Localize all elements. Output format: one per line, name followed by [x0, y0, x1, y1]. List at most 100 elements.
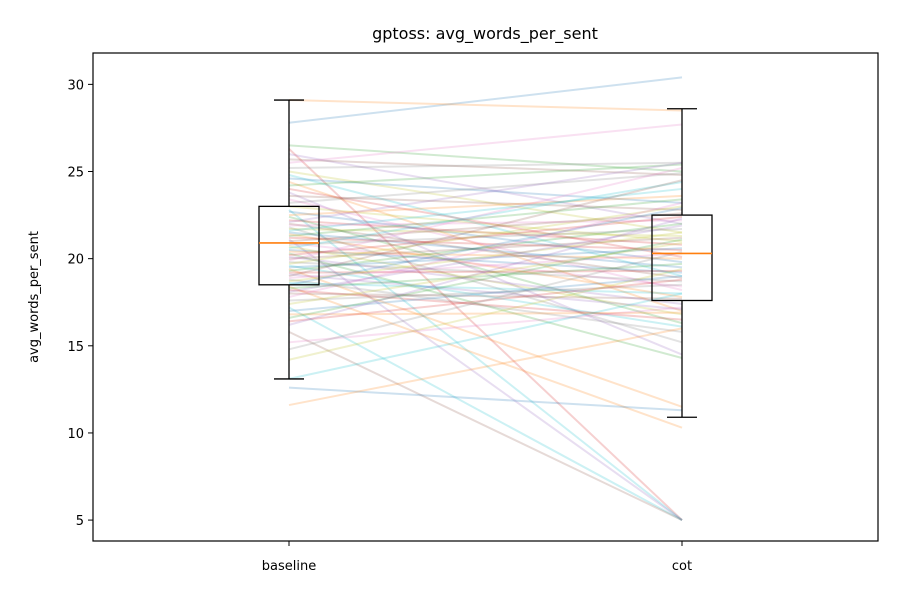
pair-line [288, 217, 683, 326]
pair-line [288, 264, 683, 328]
pair-line [288, 210, 683, 264]
y-tick-label: 15 [67, 340, 84, 355]
pair-line [288, 99, 683, 112]
pair-line [288, 231, 683, 283]
pair-line [288, 181, 683, 312]
y-tick-label: 30 [67, 78, 84, 93]
pair-line [288, 191, 683, 356]
pair-line [288, 209, 683, 521]
x-axis: baseline cot [262, 541, 692, 574]
pair-line [288, 172, 683, 204]
pair-line [288, 212, 683, 243]
pair-line [288, 163, 683, 187]
pair-line [288, 250, 683, 260]
pair-line [288, 207, 683, 286]
pair-line [288, 306, 683, 521]
y-tick-label: 5 [76, 514, 84, 529]
pair-line [288, 268, 683, 408]
pair-line [288, 330, 683, 521]
y-axis-label: avg_words_per_sent [27, 231, 42, 363]
pair-line [288, 283, 683, 302]
pair-line [288, 158, 683, 176]
pair-line [288, 205, 683, 243]
pair-line [288, 144, 683, 173]
pair-line [288, 327, 683, 407]
pair-line [288, 268, 683, 361]
pair-line [288, 219, 683, 246]
pair-line [288, 215, 683, 257]
pair-line [288, 238, 683, 521]
pair-line [288, 198, 683, 292]
pair-line [288, 306, 683, 344]
pair-line [288, 219, 683, 227]
pair-line [288, 179, 683, 278]
pair-line [288, 282, 683, 295]
pair-line [288, 238, 683, 319]
pair-line [288, 201, 683, 298]
pair-line [288, 292, 683, 300]
pair-line [288, 250, 683, 351]
pair-line [288, 123, 683, 164]
pair-line [288, 222, 683, 279]
y-tick-label: 20 [67, 253, 84, 268]
pair-line [288, 148, 683, 521]
pair-line [288, 236, 683, 260]
pair-line [288, 386, 683, 412]
pair-line [288, 224, 683, 293]
pair-line [288, 241, 683, 288]
pair-line [288, 226, 683, 344]
pair-line [288, 194, 683, 211]
pair-lines [288, 76, 683, 521]
pair-line [288, 278, 683, 333]
chart-title: gptoss: avg_words_per_sent [372, 24, 598, 44]
pair-line [288, 161, 683, 170]
box-cot [651, 214, 713, 302]
pair-line [288, 187, 683, 258]
box-baseline [258, 205, 320, 286]
pair-line [288, 222, 683, 272]
pair-line [288, 205, 683, 265]
pair-line [288, 198, 683, 237]
plot-frame [92, 52, 879, 542]
pair-line [288, 236, 683, 251]
pair-line [288, 180, 683, 250]
y-tick-label: 10 [67, 427, 84, 442]
pair-line [288, 177, 683, 204]
pair-line [288, 269, 683, 274]
pair-line [288, 285, 683, 429]
pair-line [288, 228, 683, 246]
pair-line [288, 215, 683, 325]
x-tick-label: baseline [262, 559, 316, 574]
pair-line [288, 289, 683, 321]
pair-line [288, 252, 683, 279]
pair-line [288, 247, 683, 269]
pair-line [288, 174, 683, 278]
pair-line [288, 245, 683, 316]
pair-line [288, 252, 683, 359]
pair-line [288, 170, 683, 234]
pair-line [288, 261, 683, 283]
x-tick-label: cot [672, 559, 692, 574]
pair-line [288, 161, 683, 224]
pair-line [288, 248, 683, 274]
y-tick-label: 25 [67, 166, 84, 181]
pair-line [288, 255, 683, 305]
pair-line [288, 275, 683, 312]
pair-line [288, 262, 683, 290]
pair-line [288, 153, 683, 225]
pair-line [288, 228, 683, 237]
pair-line [288, 76, 683, 124]
pair-line [288, 292, 683, 380]
pair-line [288, 233, 683, 298]
pair-line [288, 231, 683, 269]
y-axis: 5 10 15 20 25 30 [67, 78, 93, 529]
pair-line [288, 278, 683, 323]
pair-line [288, 187, 683, 232]
pair-line [288, 194, 683, 217]
pair-line [288, 311, 683, 316]
boxes [258, 99, 713, 418]
pair-line [288, 273, 683, 311]
pair-line [288, 241, 683, 305]
pair-line [288, 167, 683, 262]
